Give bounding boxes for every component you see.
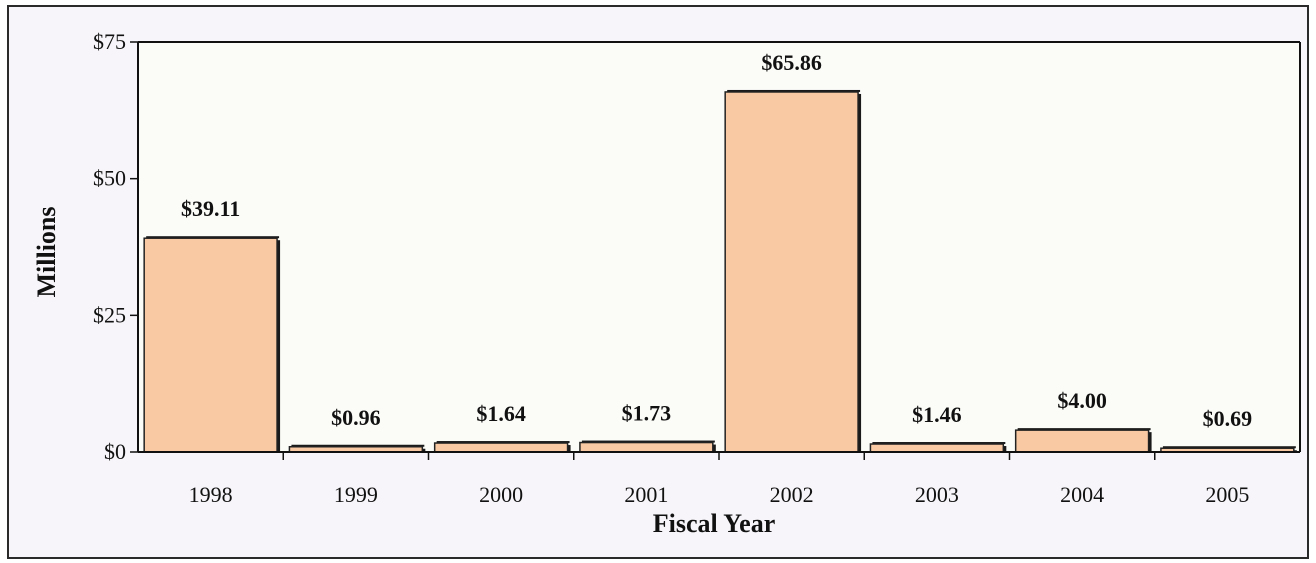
bar-shadow (422, 448, 426, 452)
bar-top-edge (1017, 428, 1151, 431)
bar-shadow (1148, 432, 1152, 452)
bars-layer (143, 89, 1297, 453)
x-ticks-layer: 1998 1999 2000 2001 2002 2003 2004 2005 (189, 452, 1249, 507)
x-axis-title: Fiscal Year (653, 509, 776, 538)
y-ticks-layer: $0 $25 $50 $75 (93, 29, 138, 464)
data-label: $1.46 (912, 402, 962, 427)
bar-top-edge (146, 236, 280, 239)
x-tick-label: 1998 (189, 482, 233, 507)
bar-top-edge (436, 441, 570, 444)
bar-shadow (1003, 446, 1007, 452)
y-tick-label: $0 (104, 439, 126, 464)
bar-top-edge (581, 440, 715, 443)
data-label: $0.69 (1203, 406, 1253, 431)
y-tick-label: $25 (93, 302, 126, 327)
data-label: $65.86 (761, 50, 822, 75)
data-label: $1.64 (476, 401, 526, 426)
bar (433, 442, 569, 453)
bar-shadow (712, 444, 716, 452)
data-labels-layer: $39.11 $0.96 $1.64 $1.73 $65.86 $1.46 $4.00 $0.… (181, 50, 1252, 431)
x-tick-label: 2002 (770, 482, 814, 507)
x-tick-label: 1999 (334, 482, 378, 507)
bar (1014, 429, 1150, 453)
x-tick-label: 2000 (479, 482, 523, 507)
x-tick-label: 2001 (624, 482, 668, 507)
x-tick-label: 2004 (1060, 482, 1104, 507)
data-label: $1.73 (622, 401, 672, 426)
bar (869, 443, 1005, 453)
x-tick-label: 2003 (915, 482, 959, 507)
data-label: $39.11 (181, 196, 240, 221)
bar-top-edge (727, 89, 861, 92)
bar-top-edge (872, 442, 1006, 445)
bar-shadow (858, 93, 862, 452)
bar (143, 237, 278, 453)
data-label: $0.96 (331, 405, 381, 430)
data-label: $4.00 (1057, 388, 1107, 413)
plot-area (138, 42, 1300, 452)
bar-shadow (277, 240, 281, 452)
bar-top-edge (291, 444, 425, 447)
x-tick-label: 2005 (1205, 482, 1249, 507)
bar (724, 91, 859, 453)
y-axis-title: Millions (32, 206, 61, 297)
y-tick-label: $75 (93, 29, 126, 54)
y-tick-label: $50 (93, 166, 126, 191)
bar-shadow (567, 445, 571, 452)
bar-top-edge (1162, 446, 1296, 449)
bar (579, 441, 714, 453)
